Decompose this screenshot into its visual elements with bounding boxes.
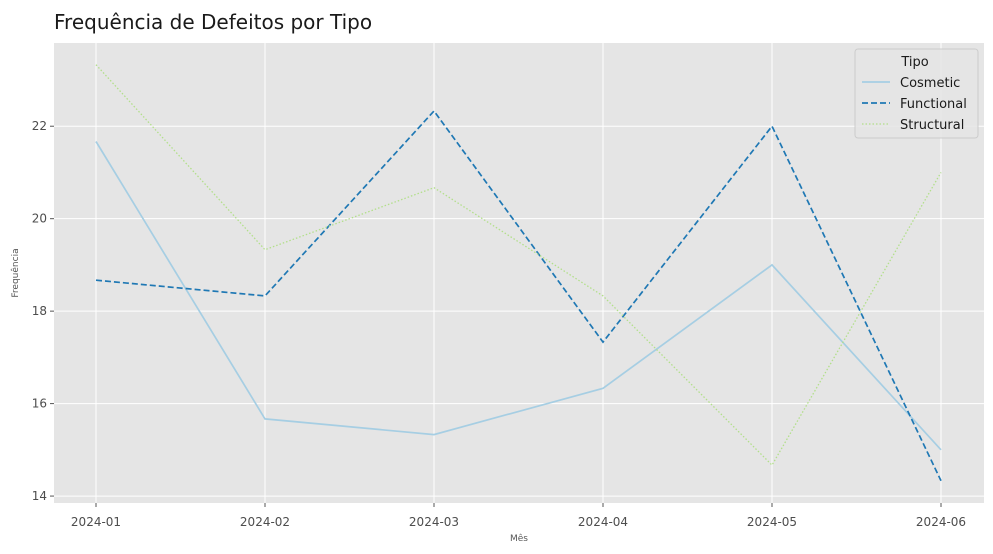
plot-area (54, 43, 984, 503)
x-axis-ticks: 2024-01 2024-02 2024-03 2024-04 2024-05 2024-… (71, 503, 966, 529)
legend-items: Cosmetic Functional Structural (862, 76, 967, 133)
x-tick-label: 2024-01 (71, 515, 121, 529)
legend: Tipo Cosmetic Functional Structural (854, 48, 979, 139)
series-lines (95, 64, 942, 482)
y-tick-label: 20 (32, 212, 47, 226)
y-tick-label: 22 (32, 119, 47, 133)
y-tick-label: 14 (32, 489, 47, 503)
y-axis-ticks: 14 16 18 20 22 (32, 119, 54, 503)
legend-label-cosmetic: Cosmetic (900, 76, 960, 91)
y-tick-label: 18 (32, 304, 47, 318)
y-axis-label: Frequência (10, 248, 21, 297)
x-axis-label: Mês (510, 533, 528, 544)
legend-label-structural: Structural (900, 118, 964, 133)
series-line-cosmetic (95, 141, 942, 451)
chart-title: Frequência de Defeitos por Tipo (54, 10, 372, 34)
legend-box (854, 48, 979, 139)
legend-label-functional: Functional (900, 97, 967, 112)
x-tick-label: 2024-03 (409, 515, 459, 529)
legend-title: Tipo (900, 55, 928, 70)
y-tick-label: 16 (32, 397, 47, 411)
x-tick-label: 2024-04 (578, 515, 628, 529)
series-line-functional (95, 109, 942, 482)
x-tick-label: 2024-06 (916, 515, 966, 529)
x-tick-label: 2024-02 (240, 515, 290, 529)
x-tick-label: 2024-05 (747, 515, 797, 529)
